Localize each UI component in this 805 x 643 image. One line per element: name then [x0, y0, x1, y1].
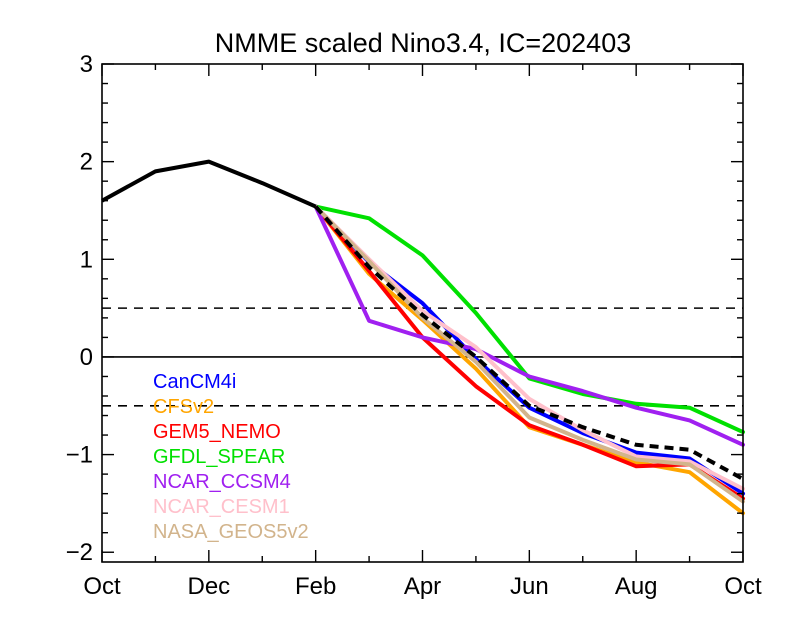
series-line-nasa-geos5v2 [313, 204, 745, 504]
legend-entry-label: NCAR_CESM1 [153, 496, 290, 518]
y-tick-label: −2 [66, 539, 93, 566]
observed-line [101, 159, 317, 209]
legend-entry-label: GEM5_NEMO [153, 421, 281, 443]
legend-entry-label: CFSv2 [153, 396, 214, 418]
series-line-ncar-cesm1 [313, 204, 745, 491]
x-tick-label: Dec [187, 573, 230, 600]
x-tick-label: Apr [404, 573, 441, 600]
x-tick-label: Oct [83, 573, 121, 600]
legend: CanCM4i CFSv2 GEM5_NEMO GFDL_SPEAR NCAR_CCSM… [153, 371, 309, 543]
chart-title: NMME scaled Nino3.4, IC=202403 [215, 28, 631, 58]
x-tick-label: Aug [615, 573, 658, 600]
y-tick-label: −1 [66, 442, 93, 469]
series-line-cfsv2 [313, 204, 745, 516]
x-tick-label: Jun [510, 573, 549, 600]
y-tick-label: 0 [80, 344, 93, 371]
model-series [101, 159, 745, 516]
ensemble-mean-line [314, 205, 744, 481]
y-tick-label: 2 [80, 149, 93, 176]
legend-entry-label: CanCM4i [153, 371, 236, 393]
x-tick-label: Oct [724, 573, 762, 600]
legend-entry-label: NASA_GEOS5v2 [153, 521, 309, 543]
series-line-ncar-ccsm4 [313, 204, 745, 447]
y-tick-label: 3 [80, 51, 93, 78]
plot-axes: −2 −1 0 1 2 3 Oct Dec Feb Apr Jun Aug Oct [66, 51, 762, 600]
series-line-gem5-nemo [313, 204, 745, 501]
series-line-cancm4i [313, 204, 745, 496]
legend-entry-label: NCAR_CCSM4 [153, 471, 291, 493]
y-tick-label: 1 [80, 246, 93, 273]
x-tick-label: Feb [295, 573, 336, 600]
legend-entry-label: GFDL_SPEAR [153, 446, 285, 468]
